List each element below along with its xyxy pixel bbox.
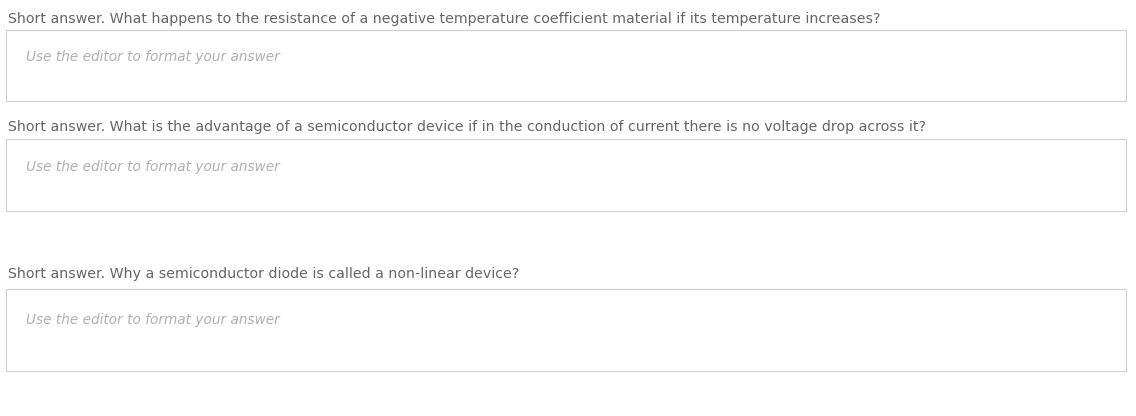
Text: Short answer. What is the advantage of a semiconductor device if in the conducti: Short answer. What is the advantage of a… bbox=[8, 120, 926, 134]
Text: Short answer. What happens to the resistance of a negative temperature coefficie: Short answer. What happens to the resist… bbox=[8, 12, 880, 26]
Text: Use the editor to format your answer: Use the editor to format your answer bbox=[26, 313, 279, 327]
Text: Use the editor to format your answer: Use the editor to format your answer bbox=[26, 160, 279, 173]
Text: Short answer. Why a semiconductor diode is called a non-linear device?: Short answer. Why a semiconductor diode … bbox=[8, 267, 519, 281]
Text: Use the editor to format your answer: Use the editor to format your answer bbox=[26, 50, 279, 64]
